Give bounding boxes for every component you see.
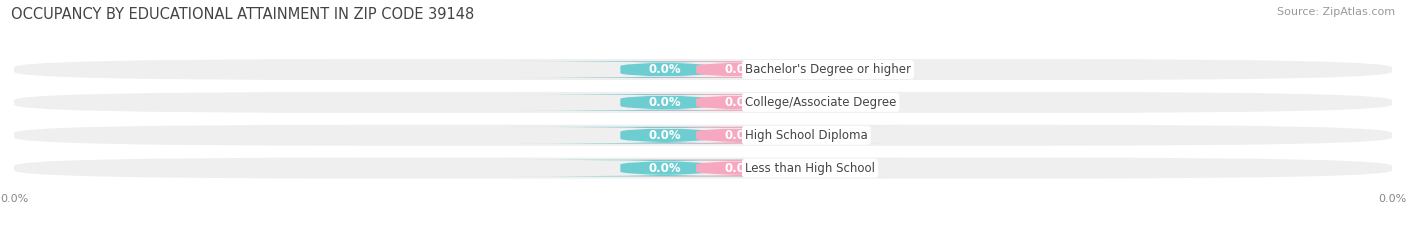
Text: 0.0%: 0.0% <box>724 63 758 76</box>
Text: 0.0%: 0.0% <box>724 129 758 142</box>
FancyBboxPatch shape <box>14 92 1392 113</box>
FancyBboxPatch shape <box>503 127 827 144</box>
FancyBboxPatch shape <box>503 61 827 78</box>
Text: 0.0%: 0.0% <box>648 161 682 175</box>
FancyBboxPatch shape <box>579 61 903 78</box>
FancyBboxPatch shape <box>14 158 1392 178</box>
Text: OCCUPANCY BY EDUCATIONAL ATTAINMENT IN ZIP CODE 39148: OCCUPANCY BY EDUCATIONAL ATTAINMENT IN Z… <box>11 7 474 22</box>
FancyBboxPatch shape <box>579 127 903 144</box>
FancyBboxPatch shape <box>503 94 827 111</box>
Text: 0.0%: 0.0% <box>724 96 758 109</box>
Text: College/Associate Degree: College/Associate Degree <box>745 96 897 109</box>
FancyBboxPatch shape <box>579 94 903 111</box>
FancyBboxPatch shape <box>14 125 1392 146</box>
Text: 0.0%: 0.0% <box>724 161 758 175</box>
FancyBboxPatch shape <box>503 160 827 176</box>
Text: 0.0%: 0.0% <box>648 63 682 76</box>
Text: Less than High School: Less than High School <box>745 161 875 175</box>
Text: 0.0%: 0.0% <box>648 129 682 142</box>
FancyBboxPatch shape <box>579 160 903 176</box>
Text: Bachelor's Degree or higher: Bachelor's Degree or higher <box>745 63 911 76</box>
Text: High School Diploma: High School Diploma <box>745 129 868 142</box>
Text: 0.0%: 0.0% <box>648 96 682 109</box>
Text: Source: ZipAtlas.com: Source: ZipAtlas.com <box>1277 7 1395 17</box>
FancyBboxPatch shape <box>14 59 1392 80</box>
